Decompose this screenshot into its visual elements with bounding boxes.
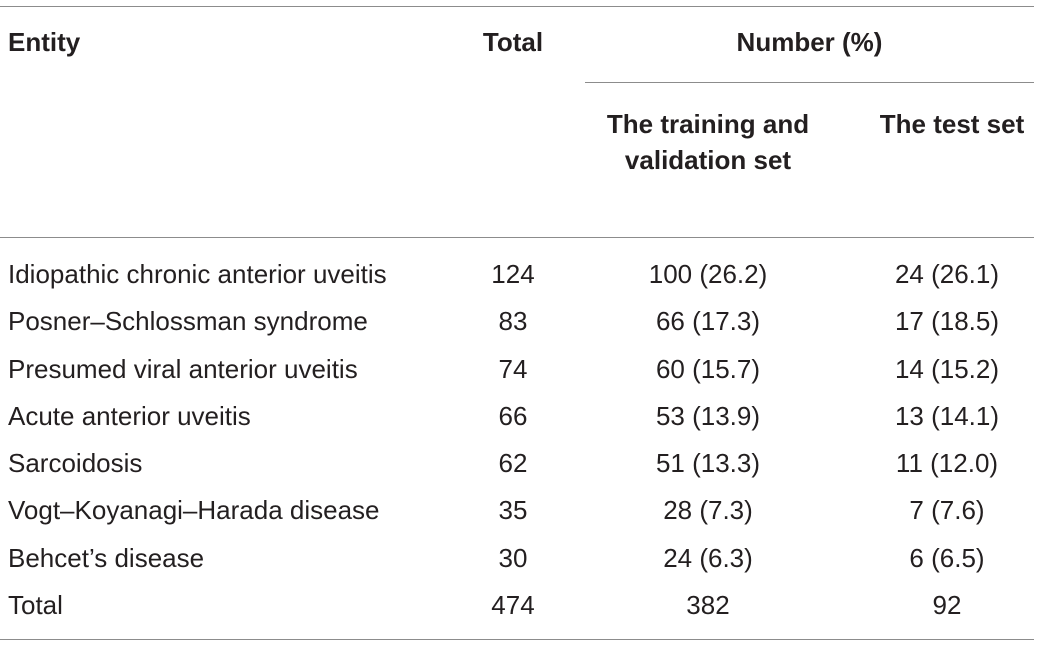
cell-test: 13 (14.1) xyxy=(894,400,1000,431)
cell-entity: Posner–Schlossman syndrome xyxy=(8,306,368,337)
cell-training: 28 (7.3) xyxy=(663,495,753,526)
bottom-rule xyxy=(0,639,1034,640)
cell-test: 6 (6.5) xyxy=(909,542,985,573)
table-row: Vogt–Koyanagi–Harada disease 35 28 (7.3)… xyxy=(0,487,1040,534)
cell-total: 66 xyxy=(498,400,528,431)
cell-test: 14 (15.2) xyxy=(894,353,1000,384)
cell-training: 60 (15.7) xyxy=(655,353,761,384)
cell-test: 7 (7.6) xyxy=(909,495,985,526)
cell-entity: Presumed viral anterior uveitis xyxy=(8,353,358,384)
header-rule xyxy=(0,237,1034,238)
cell-total: 30 xyxy=(498,542,528,573)
cell-entity: Behcet’s disease xyxy=(8,542,205,573)
table-row: Behcet’s disease 30 24 (6.3) 6 (6.5) xyxy=(0,535,1040,582)
table-row: Sarcoidosis 62 51 (13.3) 11 (12.0) xyxy=(0,440,1040,487)
table-row: Acute anterior uveitis 66 53 (13.9) 13 (… xyxy=(0,393,1040,440)
cell-entity: Acute anterior uveitis xyxy=(8,400,251,431)
cell-entity: Total xyxy=(8,590,63,621)
cell-test: 17 (18.5) xyxy=(894,306,1000,337)
table-row: Posner–Schlossman syndrome 83 66 (17.3) … xyxy=(0,298,1040,345)
top-rule xyxy=(0,6,1034,7)
cell-total: 35 xyxy=(498,495,528,526)
cell-training: 24 (6.3) xyxy=(663,542,753,573)
table-row: Idiopathic chronic anterior uveitis 124 … xyxy=(0,251,1040,298)
header-total: Total xyxy=(482,27,544,57)
cell-test: 11 (12.0) xyxy=(895,448,999,479)
cell-total: 124 xyxy=(491,259,535,289)
header-entity: Entity xyxy=(8,27,81,57)
header-test-set: The test set xyxy=(879,109,1025,139)
cell-total: 474 xyxy=(491,590,535,621)
cell-test: 24 (26.1) xyxy=(894,259,1000,289)
table-row-total: Total 474 382 92 xyxy=(0,582,1040,629)
cell-total: 74 xyxy=(498,353,528,384)
group-header-rule xyxy=(585,82,1034,83)
cell-training: 53 (13.9) xyxy=(655,400,761,431)
cell-training: 100 (26.2) xyxy=(648,259,768,289)
cell-entity: Vogt–Koyanagi–Harada disease xyxy=(8,495,380,526)
cell-training: 382 xyxy=(686,590,730,621)
cell-training: 51 (13.3) xyxy=(655,448,761,479)
header-training-validation-set: The training and validation set xyxy=(606,109,810,175)
header-number-group: Number (%) xyxy=(736,27,883,57)
cell-test: 92 xyxy=(932,590,962,621)
cell-total: 83 xyxy=(498,306,528,337)
cell-training: 66 (17.3) xyxy=(655,306,761,337)
table-body: Idiopathic chronic anterior uveitis 124 … xyxy=(0,251,1040,629)
cell-entity: Sarcoidosis xyxy=(8,448,143,479)
cell-total: 62 xyxy=(498,448,528,479)
table-row: Presumed viral anterior uveitis 74 60 (1… xyxy=(0,346,1040,393)
cell-entity: Idiopathic chronic anterior uveitis xyxy=(8,259,387,289)
